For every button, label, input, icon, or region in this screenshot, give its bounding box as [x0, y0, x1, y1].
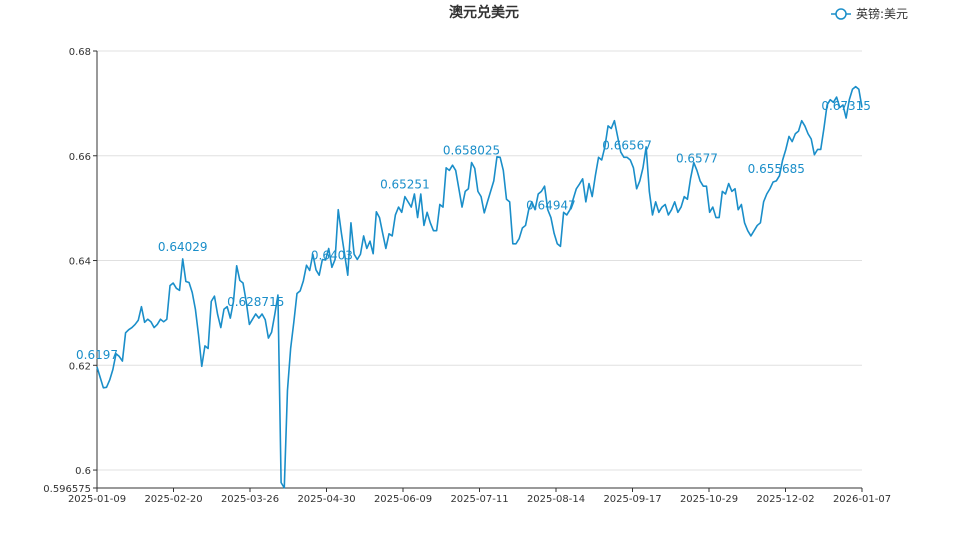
x-tick-label: 2025-01-09 [68, 494, 126, 505]
grid [97, 50, 862, 471]
y-tick-label: 0.66 [69, 152, 91, 163]
data-label: 0.6577 [676, 151, 718, 165]
x-tick-label: 2025-03-26 [221, 494, 279, 505]
data-label: 0.64947 [526, 199, 576, 213]
chart-title: 澳元兑美元 [449, 4, 519, 21]
data-label: 0.67315 [821, 99, 871, 113]
x-tick-label: 2026-01-07 [833, 494, 891, 505]
data-label: 0.6197 [76, 348, 118, 362]
data-label: 0.65251 [380, 178, 430, 192]
y-tick-label: 0.62 [69, 361, 91, 372]
y-tick-label: 0.68 [69, 47, 91, 58]
data-label: 0.658025 [443, 144, 500, 158]
x-tick-label: 2025-10-29 [680, 494, 738, 505]
legend-marker-icon [835, 8, 847, 20]
data-label: 0.6403 [311, 248, 353, 262]
series-line-gbp-usd [96, 85, 863, 489]
y-min-label: 0.596575 [43, 484, 91, 495]
y-tick-label: 0.64 [69, 257, 91, 268]
x-tick-label: 2025-09-17 [603, 494, 661, 505]
data-label: 0.64029 [158, 240, 208, 254]
x-tick-label: 2025-04-30 [297, 494, 355, 505]
legend[interactable]: 英镑:美元 [831, 6, 908, 21]
y-tick-label: 0.6 [75, 466, 91, 477]
x-tick-label: 2025-02-20 [144, 494, 202, 505]
data-label: 0.628715 [227, 295, 284, 309]
x-tick-label: 2025-08-14 [527, 494, 585, 505]
legend-label: 英镑:美元 [856, 6, 908, 21]
series [96, 85, 863, 489]
x-tick-label: 2025-06-09 [374, 494, 432, 505]
data-label: 0.655685 [748, 162, 805, 176]
data-labels: 0.6197 0.64029 0.628715 0.6403 0.65251 0.6580… [76, 99, 871, 362]
x-tick-label: 2025-12-02 [756, 494, 814, 505]
data-label: 0.66567 [602, 138, 652, 152]
x-tick-label: 2025-07-11 [450, 494, 508, 505]
